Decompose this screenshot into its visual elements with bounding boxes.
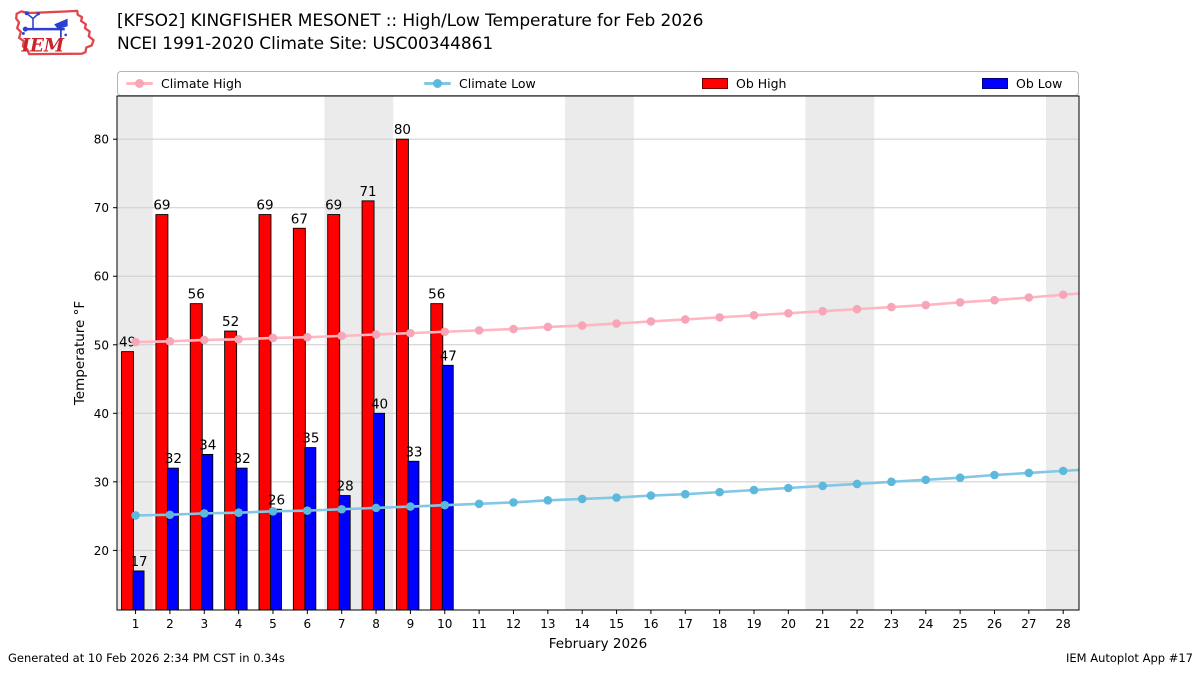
svg-text:49: 49 xyxy=(119,335,136,351)
svg-text:40: 40 xyxy=(371,396,388,412)
svg-text:56: 56 xyxy=(428,287,445,303)
svg-text:February 2026: February 2026 xyxy=(549,636,647,652)
svg-text:50: 50 xyxy=(94,338,109,352)
svg-text:30: 30 xyxy=(94,475,109,489)
svg-text:4: 4 xyxy=(235,617,243,631)
svg-text:71: 71 xyxy=(359,184,376,200)
svg-text:69: 69 xyxy=(153,198,170,214)
svg-text:22: 22 xyxy=(849,617,864,631)
svg-text:56: 56 xyxy=(188,287,205,303)
chart-subtitle: NCEI 1991-2020 Climate Site: USC00344861 xyxy=(117,34,494,54)
svg-text:13: 13 xyxy=(540,617,555,631)
chart-title-block: [KFSO2] KINGFISHER MESONET :: High/Low T… xyxy=(117,10,703,56)
svg-text:32: 32 xyxy=(165,451,182,467)
ob-low-patch-swatch xyxy=(982,78,1008,89)
svg-text:5: 5 xyxy=(269,617,277,631)
svg-text:Temperature °F: Temperature °F xyxy=(72,301,88,406)
svg-text:32: 32 xyxy=(234,451,251,467)
svg-text:12: 12 xyxy=(506,617,521,631)
legend-label-climate-high: Climate High xyxy=(161,76,242,91)
svg-text:20: 20 xyxy=(781,617,796,631)
svg-text:67: 67 xyxy=(291,211,308,227)
legend-item-ob-low: Ob Low xyxy=(982,72,1062,95)
legend-item-climate-low: Climate Low xyxy=(424,72,536,95)
climate-high-line-swatch xyxy=(126,77,153,90)
svg-text:11: 11 xyxy=(471,617,486,631)
svg-text:28: 28 xyxy=(1056,617,1071,631)
svg-text:21: 21 xyxy=(815,617,830,631)
ob-high-patch-swatch xyxy=(702,78,728,89)
legend-label-ob-low: Ob Low xyxy=(1016,76,1063,91)
svg-text:47: 47 xyxy=(440,348,457,364)
legend-item-climate-high: Climate High xyxy=(126,72,242,95)
svg-text:80: 80 xyxy=(94,133,109,147)
svg-text:25: 25 xyxy=(952,617,967,631)
legend-label-climate-low: Climate Low xyxy=(459,76,536,91)
svg-text:9: 9 xyxy=(407,617,415,631)
app-attribution: IEM Autoplot App #17 xyxy=(1065,651,1193,665)
svg-text:2: 2 xyxy=(166,617,174,631)
svg-text:20: 20 xyxy=(94,544,109,558)
svg-text:69: 69 xyxy=(325,198,342,214)
legend-item-ob-high: Ob High xyxy=(702,72,786,95)
svg-text:34: 34 xyxy=(199,437,216,453)
svg-text:26: 26 xyxy=(268,492,285,508)
svg-text:28: 28 xyxy=(337,479,354,495)
svg-text:15: 15 xyxy=(609,617,624,631)
svg-text:27: 27 xyxy=(1021,617,1036,631)
svg-text:52: 52 xyxy=(222,314,239,330)
svg-text:80: 80 xyxy=(394,122,411,138)
svg-text:14: 14 xyxy=(575,617,590,631)
svg-text:19: 19 xyxy=(746,617,761,631)
generated-timestamp: Generated at 10 Feb 2026 2:34 PM CST in … xyxy=(8,651,285,665)
svg-text:24: 24 xyxy=(918,617,933,631)
svg-text:1: 1 xyxy=(132,617,140,631)
weather-vane-icon xyxy=(21,11,68,42)
logo-text: IEM xyxy=(20,35,64,56)
climate-low-line-swatch xyxy=(424,77,451,90)
svg-text:10: 10 xyxy=(437,617,452,631)
svg-text:26: 26 xyxy=(987,617,1002,631)
svg-text:16: 16 xyxy=(643,617,658,631)
svg-text:33: 33 xyxy=(405,444,422,460)
svg-text:3: 3 xyxy=(200,617,208,631)
svg-text:35: 35 xyxy=(302,431,319,447)
svg-text:17: 17 xyxy=(678,617,693,631)
legend-label-ob-high: Ob High xyxy=(736,76,787,91)
svg-text:8: 8 xyxy=(372,617,380,631)
svg-text:60: 60 xyxy=(94,270,109,284)
svg-text:6: 6 xyxy=(304,617,312,631)
svg-text:40: 40 xyxy=(94,407,109,421)
svg-text:7: 7 xyxy=(338,617,346,631)
iem-logo: IEM xyxy=(15,9,95,56)
svg-text:69: 69 xyxy=(256,198,273,214)
svg-text:70: 70 xyxy=(94,201,109,215)
svg-text:18: 18 xyxy=(712,617,727,631)
chart-title: [KFSO2] KINGFISHER MESONET :: High/Low T… xyxy=(117,11,704,31)
svg-text:17: 17 xyxy=(130,554,147,570)
svg-text:23: 23 xyxy=(884,617,899,631)
